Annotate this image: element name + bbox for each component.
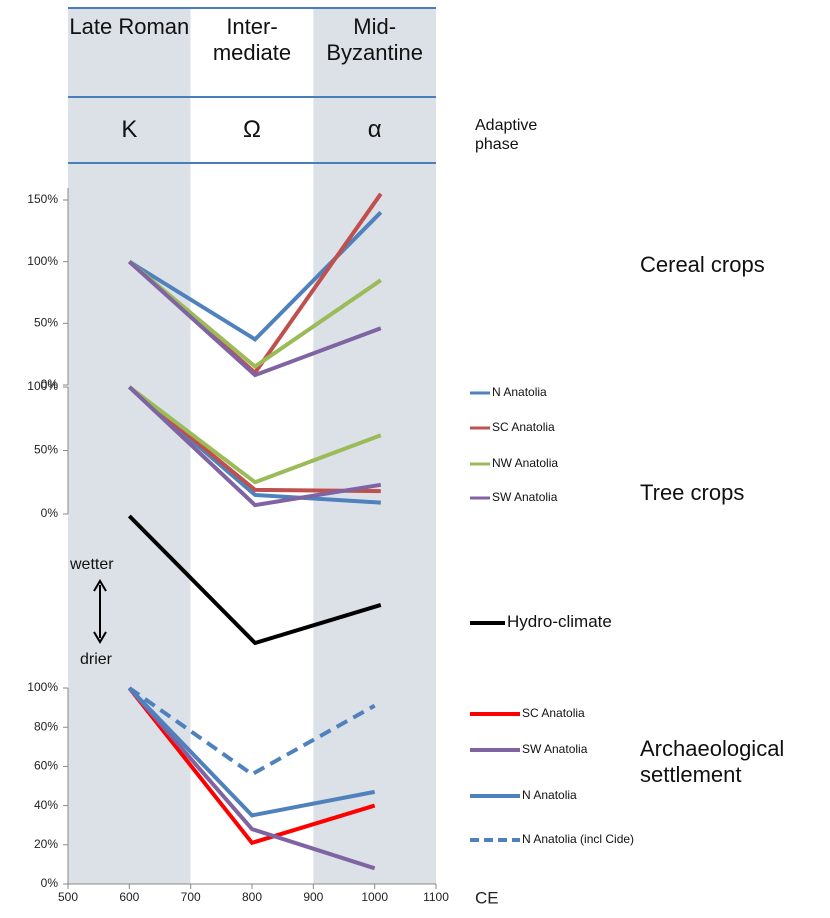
legend-label: SC Anatolia <box>522 706 585 721</box>
adaptive-label: Adaptive phase <box>475 117 538 154</box>
y-tick-label: 0% <box>41 506 59 520</box>
x-tick-label: 1000 <box>361 890 388 904</box>
phase-label: Ω <box>243 116 261 143</box>
legend-label: NW Anatolia <box>492 456 559 471</box>
y-tick-label: 150% <box>27 192 58 206</box>
y-tick-label: 0% <box>41 876 59 890</box>
x-axis-label: CE <box>475 888 499 907</box>
y-tick-label: 20% <box>34 837 58 851</box>
legend-label: SW Anatolia <box>522 742 588 757</box>
annotation: drier <box>80 651 113 668</box>
y-tick-label: 40% <box>34 798 58 812</box>
x-tick-label: 1100 <box>423 890 449 904</box>
series-line <box>128 260 382 370</box>
y-tick-label: 80% <box>34 719 58 733</box>
phase-label: α <box>367 116 382 143</box>
legend-label: N Anatolia <box>492 385 547 400</box>
x-tick-label: 700 <box>181 890 201 904</box>
series-line <box>128 385 382 485</box>
legend-label: N Anatolia <box>522 788 577 803</box>
legend-label: Hydro-climate <box>507 611 612 631</box>
x-tick-label: 600 <box>119 890 139 904</box>
y-tick-label: 50% <box>34 316 58 330</box>
period-label: Inter-mediate <box>212 14 292 66</box>
y-tick-label: 100% <box>27 379 58 393</box>
x-tick-label: 900 <box>303 890 323 904</box>
period-band <box>190 8 314 884</box>
period-band <box>313 8 436 884</box>
series-line <box>127 686 376 871</box>
y-tick-label: 100% <box>27 254 58 268</box>
x-tick-label: 800 <box>242 890 262 904</box>
annotation: wetter <box>70 556 114 573</box>
panel-label: Cereal crops <box>640 252 765 277</box>
legend-label: SW Anatolia <box>492 490 558 505</box>
y-tick-label: 100% <box>27 680 58 694</box>
phase-label: K <box>121 116 138 143</box>
legend-label: N Anatolia (incl Cide) <box>522 832 635 847</box>
arrow-head <box>93 579 107 644</box>
panel-label: Tree crops <box>640 480 745 505</box>
y-tick-label: 0% <box>41 377 59 391</box>
y-tick-label: 50% <box>34 443 58 457</box>
period-label: Late Roman <box>69 14 190 39</box>
series-line <box>127 686 376 818</box>
panel-label: Archaeological settlement <box>640 736 785 788</box>
legend-label: SC Anatolia <box>492 420 555 435</box>
series-line <box>128 686 376 777</box>
series-line <box>127 686 376 846</box>
y-tick-label: 60% <box>34 759 58 773</box>
period-label: Mid-Byzantine <box>326 14 423 66</box>
series-line <box>127 385 382 508</box>
series-line <box>127 514 382 646</box>
x-tick-label: 500 <box>58 890 78 904</box>
series-line <box>127 260 382 378</box>
